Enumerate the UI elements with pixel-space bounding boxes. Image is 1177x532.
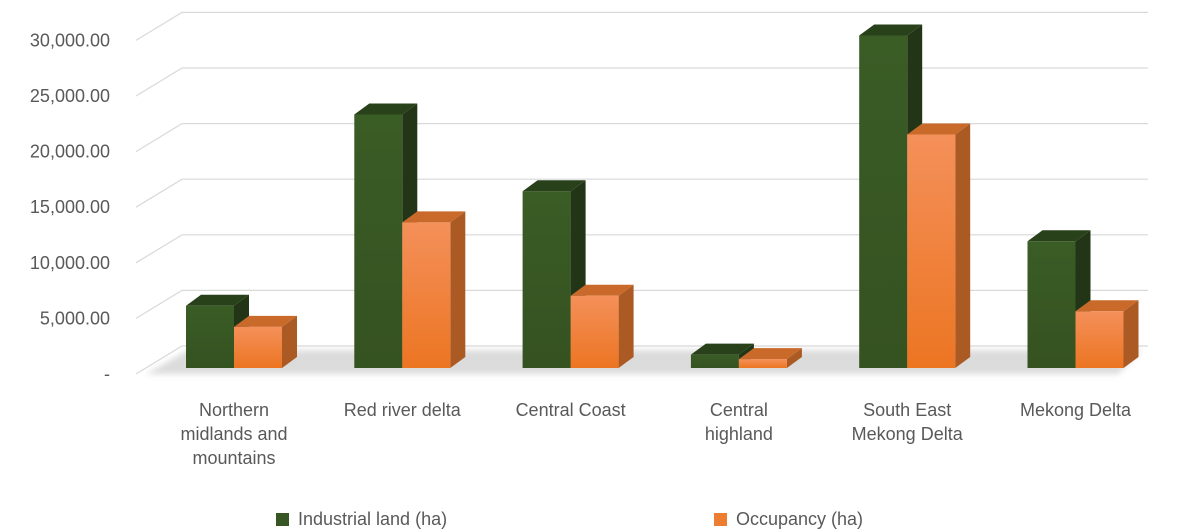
bar-top-face: [570, 284, 634, 296]
legend-label-industrial-land: Industrial land (ha): [298, 509, 447, 529]
x-category-label: highland: [705, 424, 773, 444]
x-category-label: midlands and: [180, 424, 287, 444]
bar-side-face: [282, 315, 297, 368]
bar-occupancy: [234, 315, 297, 368]
bar-top-face: [1075, 300, 1139, 312]
legend: Industrial land (ha) Occupancy (ha): [276, 509, 863, 529]
y-tick-label: 20,000.00: [30, 142, 110, 162]
bar-top-face: [234, 315, 297, 327]
bar-front-face: [234, 326, 282, 368]
y-tick-label: 5,000.00: [40, 308, 110, 328]
bar-front-face: [738, 359, 787, 368]
bar-top-face: [1027, 230, 1091, 242]
bar-side-face: [618, 284, 634, 368]
y-tick-label: 15,000.00: [30, 197, 110, 217]
bar-top-face: [522, 180, 586, 192]
bar-side-face: [1123, 300, 1139, 368]
y-tick-label: -: [104, 364, 110, 384]
bar-top-face: [907, 123, 971, 135]
bar-top-face: [859, 24, 923, 36]
bar-top-face: [186, 294, 249, 306]
bar-industrial-land: [690, 343, 754, 368]
x-axis-category-labels: Northern midlands and mountains Red river d…: [180, 400, 1132, 468]
bar-industrial-land: [522, 180, 586, 368]
y-axis-tick-labels: - 5,000.00 10,000.00 15,000.00 20,000.00 25,0…: [30, 30, 110, 384]
y-tick-label: 30,000.00: [30, 30, 110, 50]
gridline: [135, 234, 1148, 264]
x-category-label: Central Coast: [516, 400, 626, 420]
gridline: [135, 122, 1148, 153]
x-category-label: Central: [710, 400, 768, 420]
gridline: [135, 67, 1148, 97]
y-tick-label: 10,000.00: [30, 253, 110, 273]
bar-front-face: [522, 191, 571, 368]
bar-front-face: [354, 114, 403, 369]
gridline: [135, 178, 1148, 208]
gridline: [135, 289, 1148, 319]
x-category-label: Red river delta: [344, 400, 462, 420]
bar-side-face: [955, 123, 971, 368]
bar-front-face: [907, 134, 956, 368]
bar-front-face: [859, 35, 908, 369]
bar-top-face: [738, 348, 802, 360]
legend-swatch-occupancy: [714, 513, 727, 526]
bar-front-face: [570, 295, 619, 368]
x-category-label: mountains: [192, 448, 275, 468]
bar-side-face: [786, 348, 802, 368]
x-category-label: Mekong Delta: [1020, 400, 1132, 420]
bar-industrial-land: [859, 24, 923, 369]
bar-front-face: [690, 354, 739, 368]
x-category-label: Mekong Delta: [852, 424, 964, 444]
bars: [186, 24, 1139, 369]
gridline: [135, 345, 1148, 375]
bar-top-face: [402, 211, 466, 223]
bar-front-face: [402, 222, 451, 368]
gridline: [135, 11, 1148, 41]
bar-side-face: [450, 211, 466, 368]
legend-label-occupancy: Occupancy (ha): [736, 509, 863, 529]
x-category-label: Northern: [199, 400, 269, 420]
bar-occupancy: [1075, 300, 1139, 368]
x-category-label: South East: [863, 400, 951, 420]
gridlines: [135, 11, 1148, 375]
bar-top-face: [690, 343, 754, 355]
bar-occupancy: [907, 123, 971, 368]
bar-occupancy: [402, 211, 466, 368]
bar-occupancy: [570, 284, 634, 368]
legend-swatch-industrial-land: [276, 513, 289, 526]
bar-top-face: [354, 103, 418, 115]
bar-occupancy: [738, 348, 802, 368]
bar-front-face: [1027, 241, 1076, 368]
y-tick-label: 25,000.00: [30, 86, 110, 106]
bar-front-face: [1075, 311, 1124, 368]
bar-front-face: [186, 305, 234, 368]
